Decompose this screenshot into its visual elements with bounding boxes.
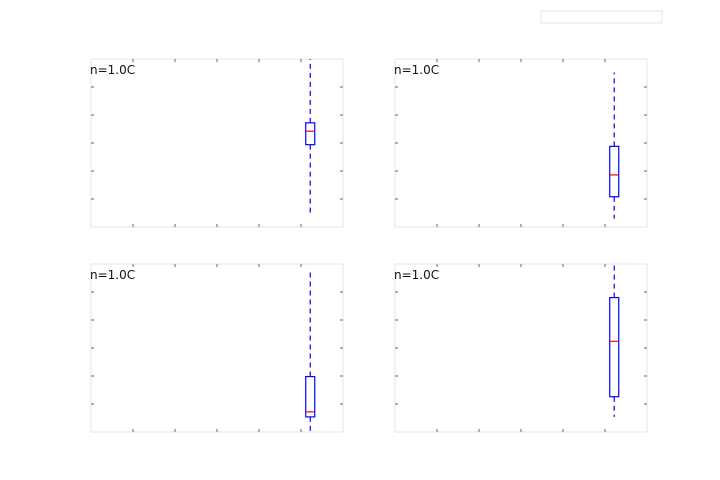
box-iqr: [305, 375, 316, 418]
box-iqr: [609, 297, 620, 398]
subplot-2: n=1.0C: [394, 58, 648, 228]
box-iqr: [609, 145, 620, 198]
box-iqr: [305, 122, 316, 146]
subplot-1: n=1.0C: [90, 58, 344, 228]
panel-annotation: n=1.0C: [90, 63, 135, 77]
subplot-3: n=1.0C: [90, 263, 344, 433]
panel-annotation: n=1.0C: [394, 63, 439, 77]
panel-annotation: n=1.0C: [90, 268, 135, 282]
plot-frame: [394, 58, 648, 228]
panel-annotation: n=1.0C: [394, 268, 439, 282]
subplot-4: n=1.0C: [394, 263, 648, 433]
legend-box: [540, 10, 663, 24]
